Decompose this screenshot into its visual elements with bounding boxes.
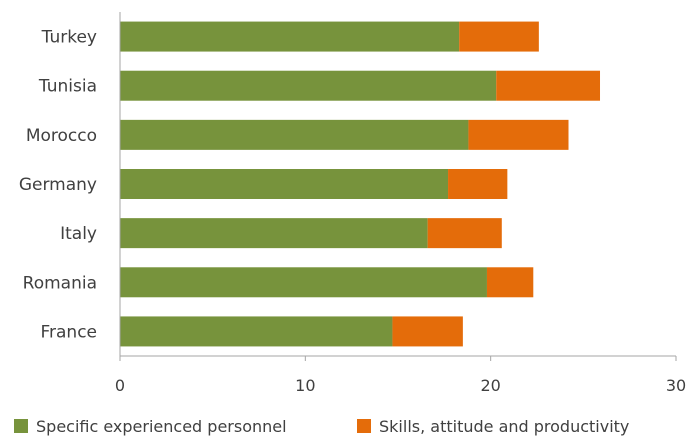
- bar-germany-series-2: [448, 169, 507, 199]
- category-label-turkey: Turkey: [41, 28, 97, 48]
- bar-turkey-series-2: [459, 22, 539, 52]
- legend: Specific experienced personnel Skills, at…: [14, 417, 629, 436]
- bars-group: [120, 22, 600, 347]
- legend-swatch-2: [357, 419, 371, 433]
- category-label-tunisia: Tunisia: [38, 77, 97, 97]
- category-labels-group: Turkey Tunisia Morocco Germany Italy Romania F…: [19, 28, 97, 343]
- x-tick-label-30: 30: [666, 376, 686, 395]
- bar-france-series-2: [392, 316, 462, 346]
- bar-morocco-series-2: [468, 120, 568, 150]
- x-tick-label-0: 0: [115, 376, 125, 395]
- category-label-morocco: Morocco: [26, 126, 97, 146]
- x-ticks-group: 0 10 20 30: [115, 356, 686, 395]
- category-label-france: France: [40, 322, 97, 342]
- bar-italy-series-1: [120, 218, 428, 248]
- category-label-romania: Romania: [23, 273, 97, 293]
- bar-italy-series-2: [428, 218, 502, 248]
- x-tick-label-10: 10: [295, 376, 315, 395]
- bar-france-series-1: [120, 316, 392, 346]
- bar-germany-series-1: [120, 169, 448, 199]
- bar-romania-series-2: [487, 267, 533, 297]
- category-label-italy: Italy: [60, 224, 97, 244]
- category-label-germany: Germany: [19, 175, 97, 195]
- legend-label-1: Specific experienced personnel: [36, 417, 287, 436]
- legend-swatch-1: [14, 419, 28, 433]
- x-tick-label-20: 20: [480, 376, 500, 395]
- bar-romania-series-1: [120, 267, 487, 297]
- legend-label-2: Skills, attitude and productivity: [379, 417, 629, 436]
- bar-tunisia-series-2: [496, 71, 600, 101]
- bar-tunisia-series-1: [120, 71, 496, 101]
- bar-turkey-series-1: [120, 22, 459, 52]
- bar-morocco-series-1: [120, 120, 468, 150]
